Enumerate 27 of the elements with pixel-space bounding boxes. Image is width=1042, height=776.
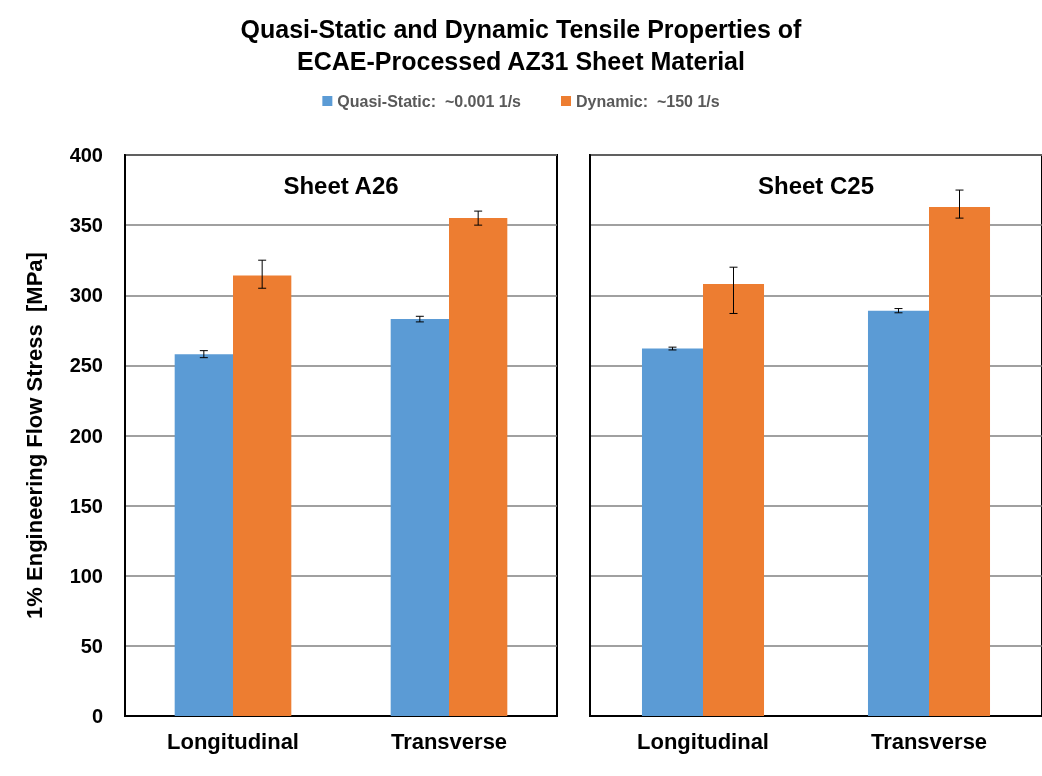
bar bbox=[390, 319, 449, 716]
x-tick-label: Longitudinal bbox=[637, 728, 769, 754]
bar bbox=[641, 348, 703, 716]
x-tick-label: Longitudinal bbox=[167, 728, 299, 754]
bar bbox=[867, 310, 929, 716]
chart-title: Quasi-Static and Dynamic Tensile Properties of ECAE-Processed AZ31 Sheet Material bbox=[240, 15, 803, 75]
y-tick-label: 250 bbox=[69, 354, 103, 377]
y-tick-label: 350 bbox=[69, 214, 103, 237]
bar bbox=[449, 218, 508, 716]
bar bbox=[174, 354, 233, 716]
y-tick-label: 50 bbox=[80, 634, 103, 657]
bar bbox=[929, 206, 991, 716]
bar bbox=[233, 275, 292, 716]
y-tick-label: 150 bbox=[69, 494, 103, 517]
legend-label: Dynamic: ~150 1/s bbox=[576, 92, 720, 110]
x-tick-label: Transverse bbox=[870, 728, 988, 754]
y-tick-label: 400 bbox=[69, 144, 103, 166]
y-tick-label: 0 bbox=[91, 705, 103, 727]
y-tick-label: 300 bbox=[69, 284, 103, 307]
y-tick-label: 100 bbox=[69, 564, 103, 587]
y-tick-label: 200 bbox=[69, 424, 103, 447]
x-tick-label: Transverse bbox=[390, 728, 508, 754]
annotation: Sheet C25 bbox=[757, 171, 875, 199]
annotation: Sheet A26 bbox=[283, 171, 399, 199]
y-axis-title: 1% Engineering Flow Stress [MPa] bbox=[21, 252, 47, 619]
bar bbox=[703, 284, 765, 716]
legend-label: Quasi-Static: ~0.001 1/s bbox=[337, 92, 522, 110]
